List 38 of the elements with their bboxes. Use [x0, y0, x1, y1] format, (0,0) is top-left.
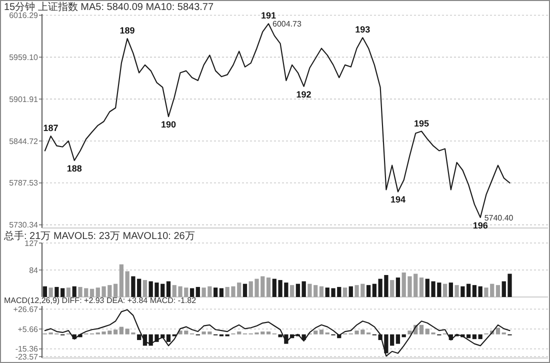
- annotation: 196: [472, 220, 488, 230]
- bar: [319, 330, 324, 334]
- annotation: 190: [160, 120, 176, 130]
- annotation: 193: [355, 24, 370, 35]
- annotation: 5740.40: [484, 213, 514, 222]
- bar: [396, 334, 400, 344]
- annotation: 191: [261, 10, 276, 21]
- bar: [466, 334, 471, 338]
- bar: [496, 328, 500, 334]
- y-tick-label: -15.36: [15, 344, 39, 354]
- annotation: 192: [296, 89, 312, 100]
- y-tick-label: 84: [29, 266, 39, 275]
- bar: [472, 334, 477, 340]
- chart-title: 15分钟 上证指数 MA5: 5840.09 MA10: 5843.77: [4, 1, 214, 13]
- bar: [166, 334, 171, 342]
- bar: [419, 324, 424, 334]
- bar: [478, 334, 482, 340]
- y-tick-label: +26.67: [13, 304, 39, 314]
- y-tick-label: +5.66: [18, 324, 39, 334]
- y-tick-label: 5730.34: [9, 220, 39, 230]
- annotation: 6004.73: [272, 20, 302, 29]
- annotation: 188: [66, 164, 82, 174]
- chart-title: MACD(12,26,9) DIFF: +2.93 DEA: +3.84 MACD: -1.82: [4, 296, 197, 305]
- y-tick-label: 5959.10: [9, 52, 39, 62]
- y-tick-label: 5844.72: [9, 136, 39, 146]
- y-tick-label: 5901.91: [9, 94, 39, 104]
- bar: [266, 332, 271, 334]
- bar: [119, 326, 124, 334]
- y-tick-label: -23.57: [15, 352, 39, 362]
- annotation: 187: [43, 123, 58, 134]
- annotation: 189: [120, 26, 135, 36]
- y-tick-label: 5787.53: [9, 178, 39, 188]
- bar: [137, 334, 142, 340]
- line-series: [44, 309, 510, 357]
- y-tick-label: 6016.29: [9, 11, 39, 20]
- annotation: 194: [390, 194, 406, 205]
- annotation: 195: [414, 118, 430, 128]
- bar: [113, 330, 118, 334]
